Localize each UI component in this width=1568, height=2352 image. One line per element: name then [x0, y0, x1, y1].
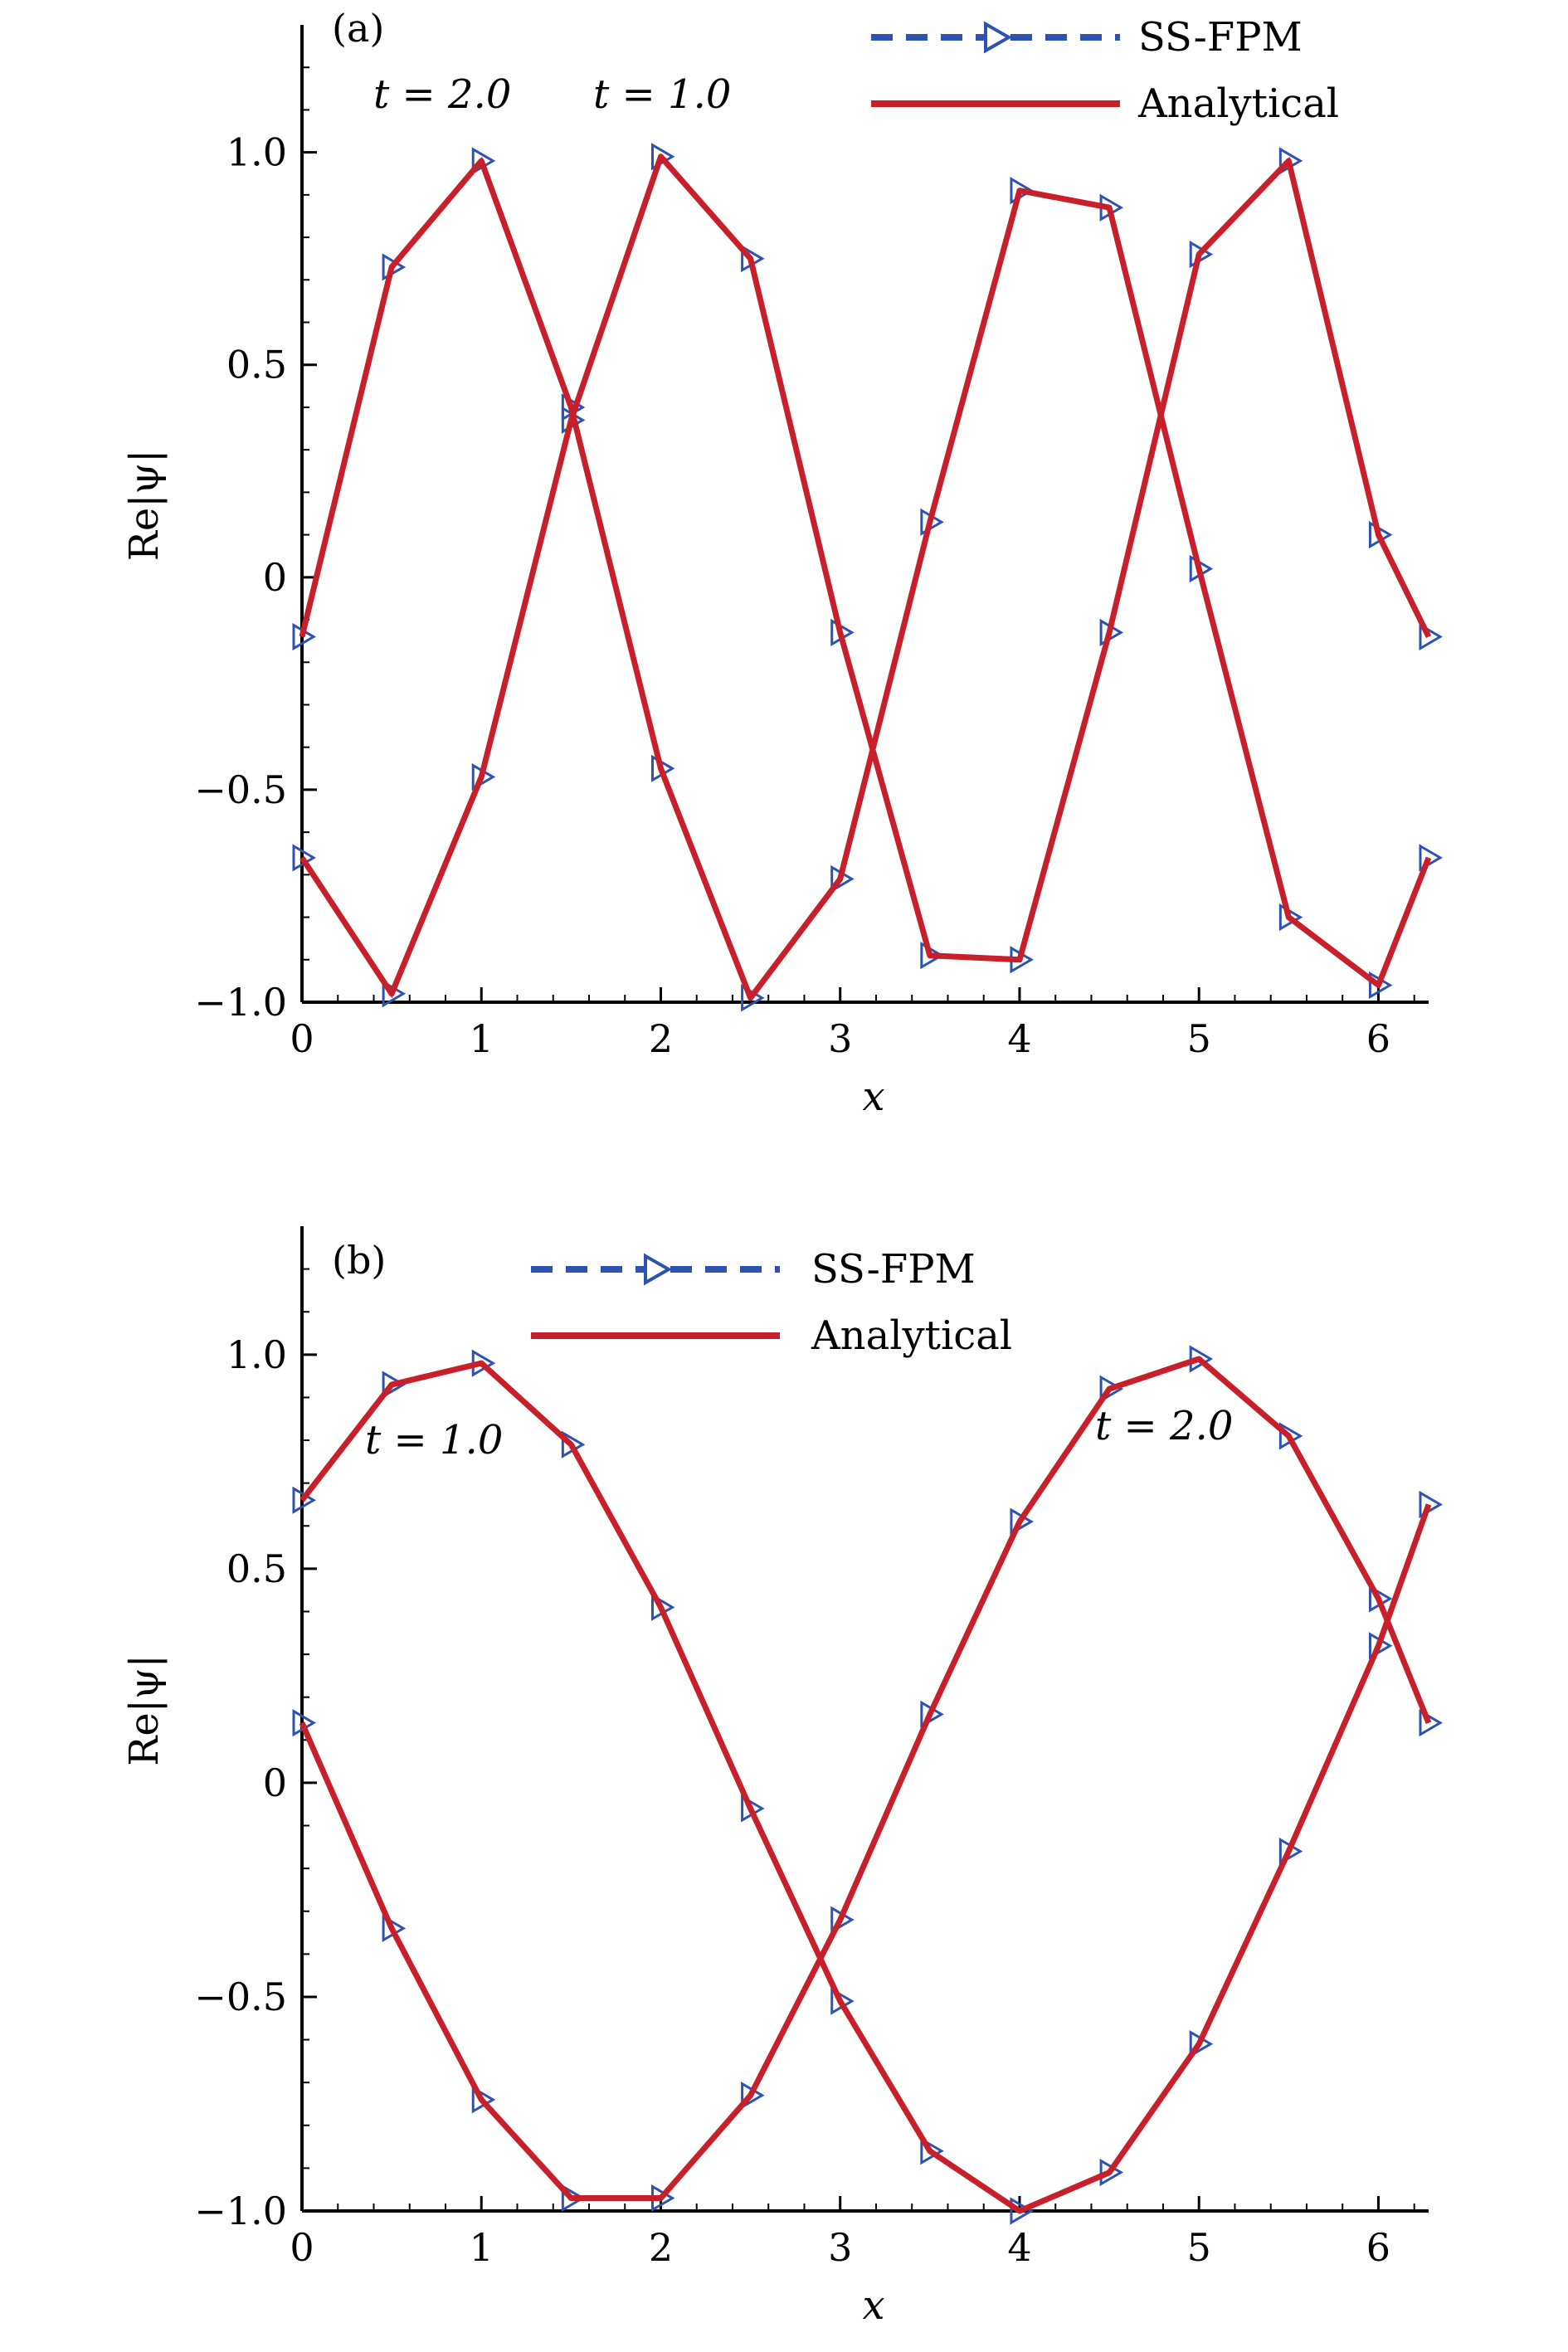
time-annotation: t = 1.0 — [365, 1417, 503, 1463]
time-annotation: t = 1.0 — [593, 71, 731, 118]
y-tick-label: 0 — [263, 1760, 287, 1805]
x-tick-label: 1 — [470, 2225, 494, 2270]
y-tick-label: 1.0 — [226, 130, 287, 175]
x-tick-label: 3 — [828, 2225, 852, 2270]
panel-a: 0 1 2 3 4 5 6 −1.0 −0.5 0 0.5 1.0 x Re|ψ| (a) t = 2.0 t … — [121, 6, 1443, 1120]
ss-fpm-line — [299, 152, 1431, 999]
analytical-line — [299, 153, 1432, 997]
legend-analytical-label: Analytical — [1137, 80, 1339, 127]
ss-fpm-point — [920, 942, 944, 970]
panel-b: 0 1 2 3 4 5 6 −1.0 −0.5 0 0.5 1.0 x Re|ψ| (b) t = 1.0 t … — [121, 1226, 1443, 2329]
x-tick-label: 4 — [1007, 2225, 1031, 2270]
x-tick-label: 5 — [1187, 2225, 1211, 2270]
ss-fpm-point — [1278, 903, 1303, 932]
ss-fpm-point — [561, 2184, 586, 2213]
legend-analytical-label: Analytical — [811, 1312, 1012, 1359]
ss-fpm-point — [1419, 1709, 1443, 1737]
x-tick-label: 2 — [649, 2225, 673, 2270]
y-tick-label: −1.0 — [194, 2189, 287, 2233]
y-tick-label: −0.5 — [194, 767, 287, 812]
x-tick-label: 6 — [1366, 2225, 1390, 2270]
x-tick-label: 4 — [1007, 1016, 1031, 1061]
ss-fpm-point — [1419, 844, 1443, 872]
legend: SS-FPM Analytical — [871, 14, 1339, 127]
y-axis-label: Re|ψ| — [121, 450, 168, 562]
x-tick-label: 5 — [1187, 1016, 1211, 1061]
x-tick-label: 6 — [1366, 1016, 1390, 1061]
x-axis-label: x — [862, 2282, 884, 2329]
ss-fpm-point — [1419, 622, 1443, 651]
ss-fpm-point — [1099, 1375, 1124, 1403]
panel-label: (a) — [332, 6, 384, 51]
x-tick-label: 0 — [290, 2225, 314, 2270]
y-tick-label: 0.5 — [226, 343, 287, 387]
panel-label: (b) — [332, 1238, 386, 1283]
ss-fpm-point — [1010, 2197, 1034, 2225]
x-tick-label: 2 — [649, 1016, 673, 1061]
ss-fpm-line — [299, 156, 1431, 1002]
y-tick-label: −1.0 — [194, 980, 287, 1025]
legend: SS-FPM Analytical — [531, 1246, 1012, 1359]
x-tick-label: 1 — [470, 1016, 494, 1061]
ss-fpm-point — [1010, 177, 1034, 205]
x-axis-label: x — [862, 1074, 884, 1120]
analytical-line — [299, 1360, 1432, 2214]
ss-fpm-point — [382, 1371, 407, 1399]
analytical-line — [299, 1356, 1432, 2201]
time-annotation: t = 2.0 — [373, 71, 511, 118]
analytical-line — [299, 158, 1432, 1001]
x-tick-label: 0 — [290, 1016, 314, 1061]
legend-ss-fpm-marker — [644, 1253, 673, 1286]
ss-fpm-point — [1419, 1490, 1443, 1519]
y-tick-label: 1.0 — [226, 1332, 287, 1377]
y-tick-label: 0 — [263, 555, 287, 600]
ss-fpm-line — [299, 1356, 1431, 2200]
ss-fpm-point — [920, 2137, 944, 2165]
x-tick-label: 3 — [828, 1016, 852, 1061]
legend-ss-fpm-label: SS-FPM — [811, 1246, 976, 1293]
y-axis-label: Re|ψ| — [121, 1654, 168, 1766]
time-annotation: t = 2.0 — [1095, 1403, 1233, 1449]
legend-ss-fpm-marker — [984, 21, 1013, 54]
legend-ss-fpm-label: SS-FPM — [1138, 14, 1303, 61]
y-tick-label: 0.5 — [226, 1546, 287, 1591]
y-tick-label: −0.5 — [194, 1975, 287, 2019]
